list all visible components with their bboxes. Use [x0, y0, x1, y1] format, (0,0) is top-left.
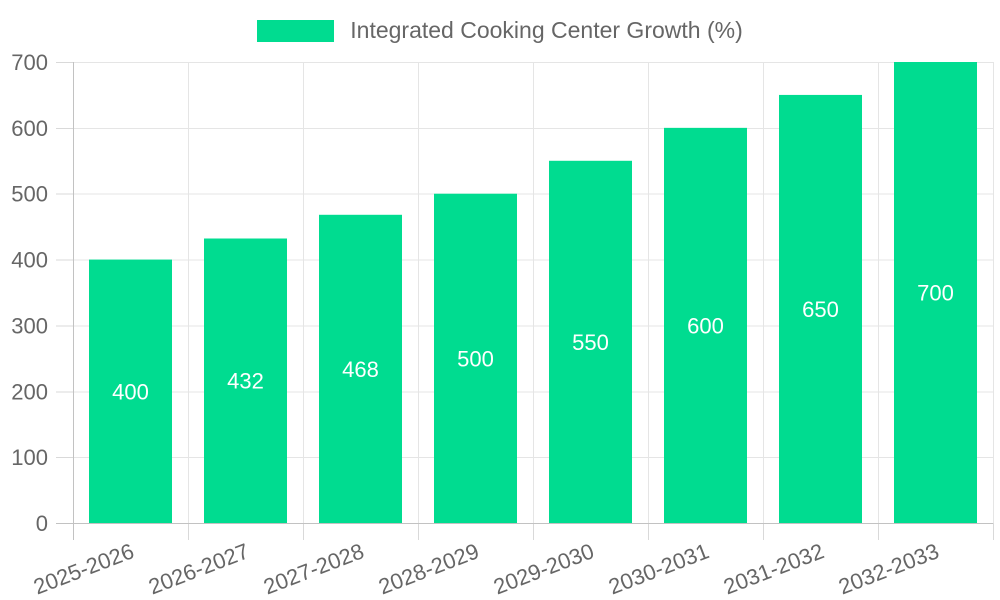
x-axis-label: 2029-2030	[490, 538, 597, 599]
bar-value-label: 550	[572, 330, 609, 355]
bar[interactable]	[894, 62, 977, 523]
bar-value-label: 468	[342, 357, 379, 382]
x-axis-label: 2025-2026	[30, 538, 137, 599]
bar[interactable]	[204, 238, 287, 524]
bar[interactable]	[664, 127, 747, 523]
x-axis-label: 2032-2033	[835, 538, 942, 599]
bar[interactable]	[89, 259, 172, 523]
x-axis-label: 2028-2029	[375, 538, 482, 599]
bar[interactable]	[434, 193, 517, 523]
bar[interactable]	[549, 160, 632, 524]
y-axis-label: 100	[11, 445, 48, 470]
bar[interactable]	[319, 214, 402, 523]
x-axis-label: 2027-2028	[260, 538, 367, 599]
x-axis-label: 2031-2032	[720, 538, 827, 599]
y-axis-label: 500	[11, 182, 48, 207]
bar-value-label: 432	[227, 369, 264, 394]
bar-value-label: 500	[457, 346, 494, 371]
bar[interactable]	[779, 94, 862, 523]
x-axis-label: 2030-2031	[605, 538, 712, 599]
bar-value-label: 600	[687, 313, 724, 338]
bar-value-label: 700	[917, 281, 954, 306]
legend-label: Integrated Cooking Center Growth (%)	[350, 17, 743, 43]
y-axis-label: 700	[11, 50, 48, 75]
legend-swatch	[257, 19, 335, 42]
bar-value-label: 400	[112, 379, 149, 404]
x-axis-label: 2026-2027	[145, 538, 252, 599]
y-axis-label: 300	[11, 313, 48, 338]
y-axis-label: 200	[11, 379, 48, 404]
bar-value-label: 650	[802, 297, 839, 322]
legend-item[interactable]: Integrated Cooking Center Growth (%)	[0, 17, 1000, 44]
y-axis-label: 0	[36, 511, 48, 536]
y-axis-label: 600	[11, 116, 48, 141]
y-axis-label: 400	[11, 248, 48, 273]
